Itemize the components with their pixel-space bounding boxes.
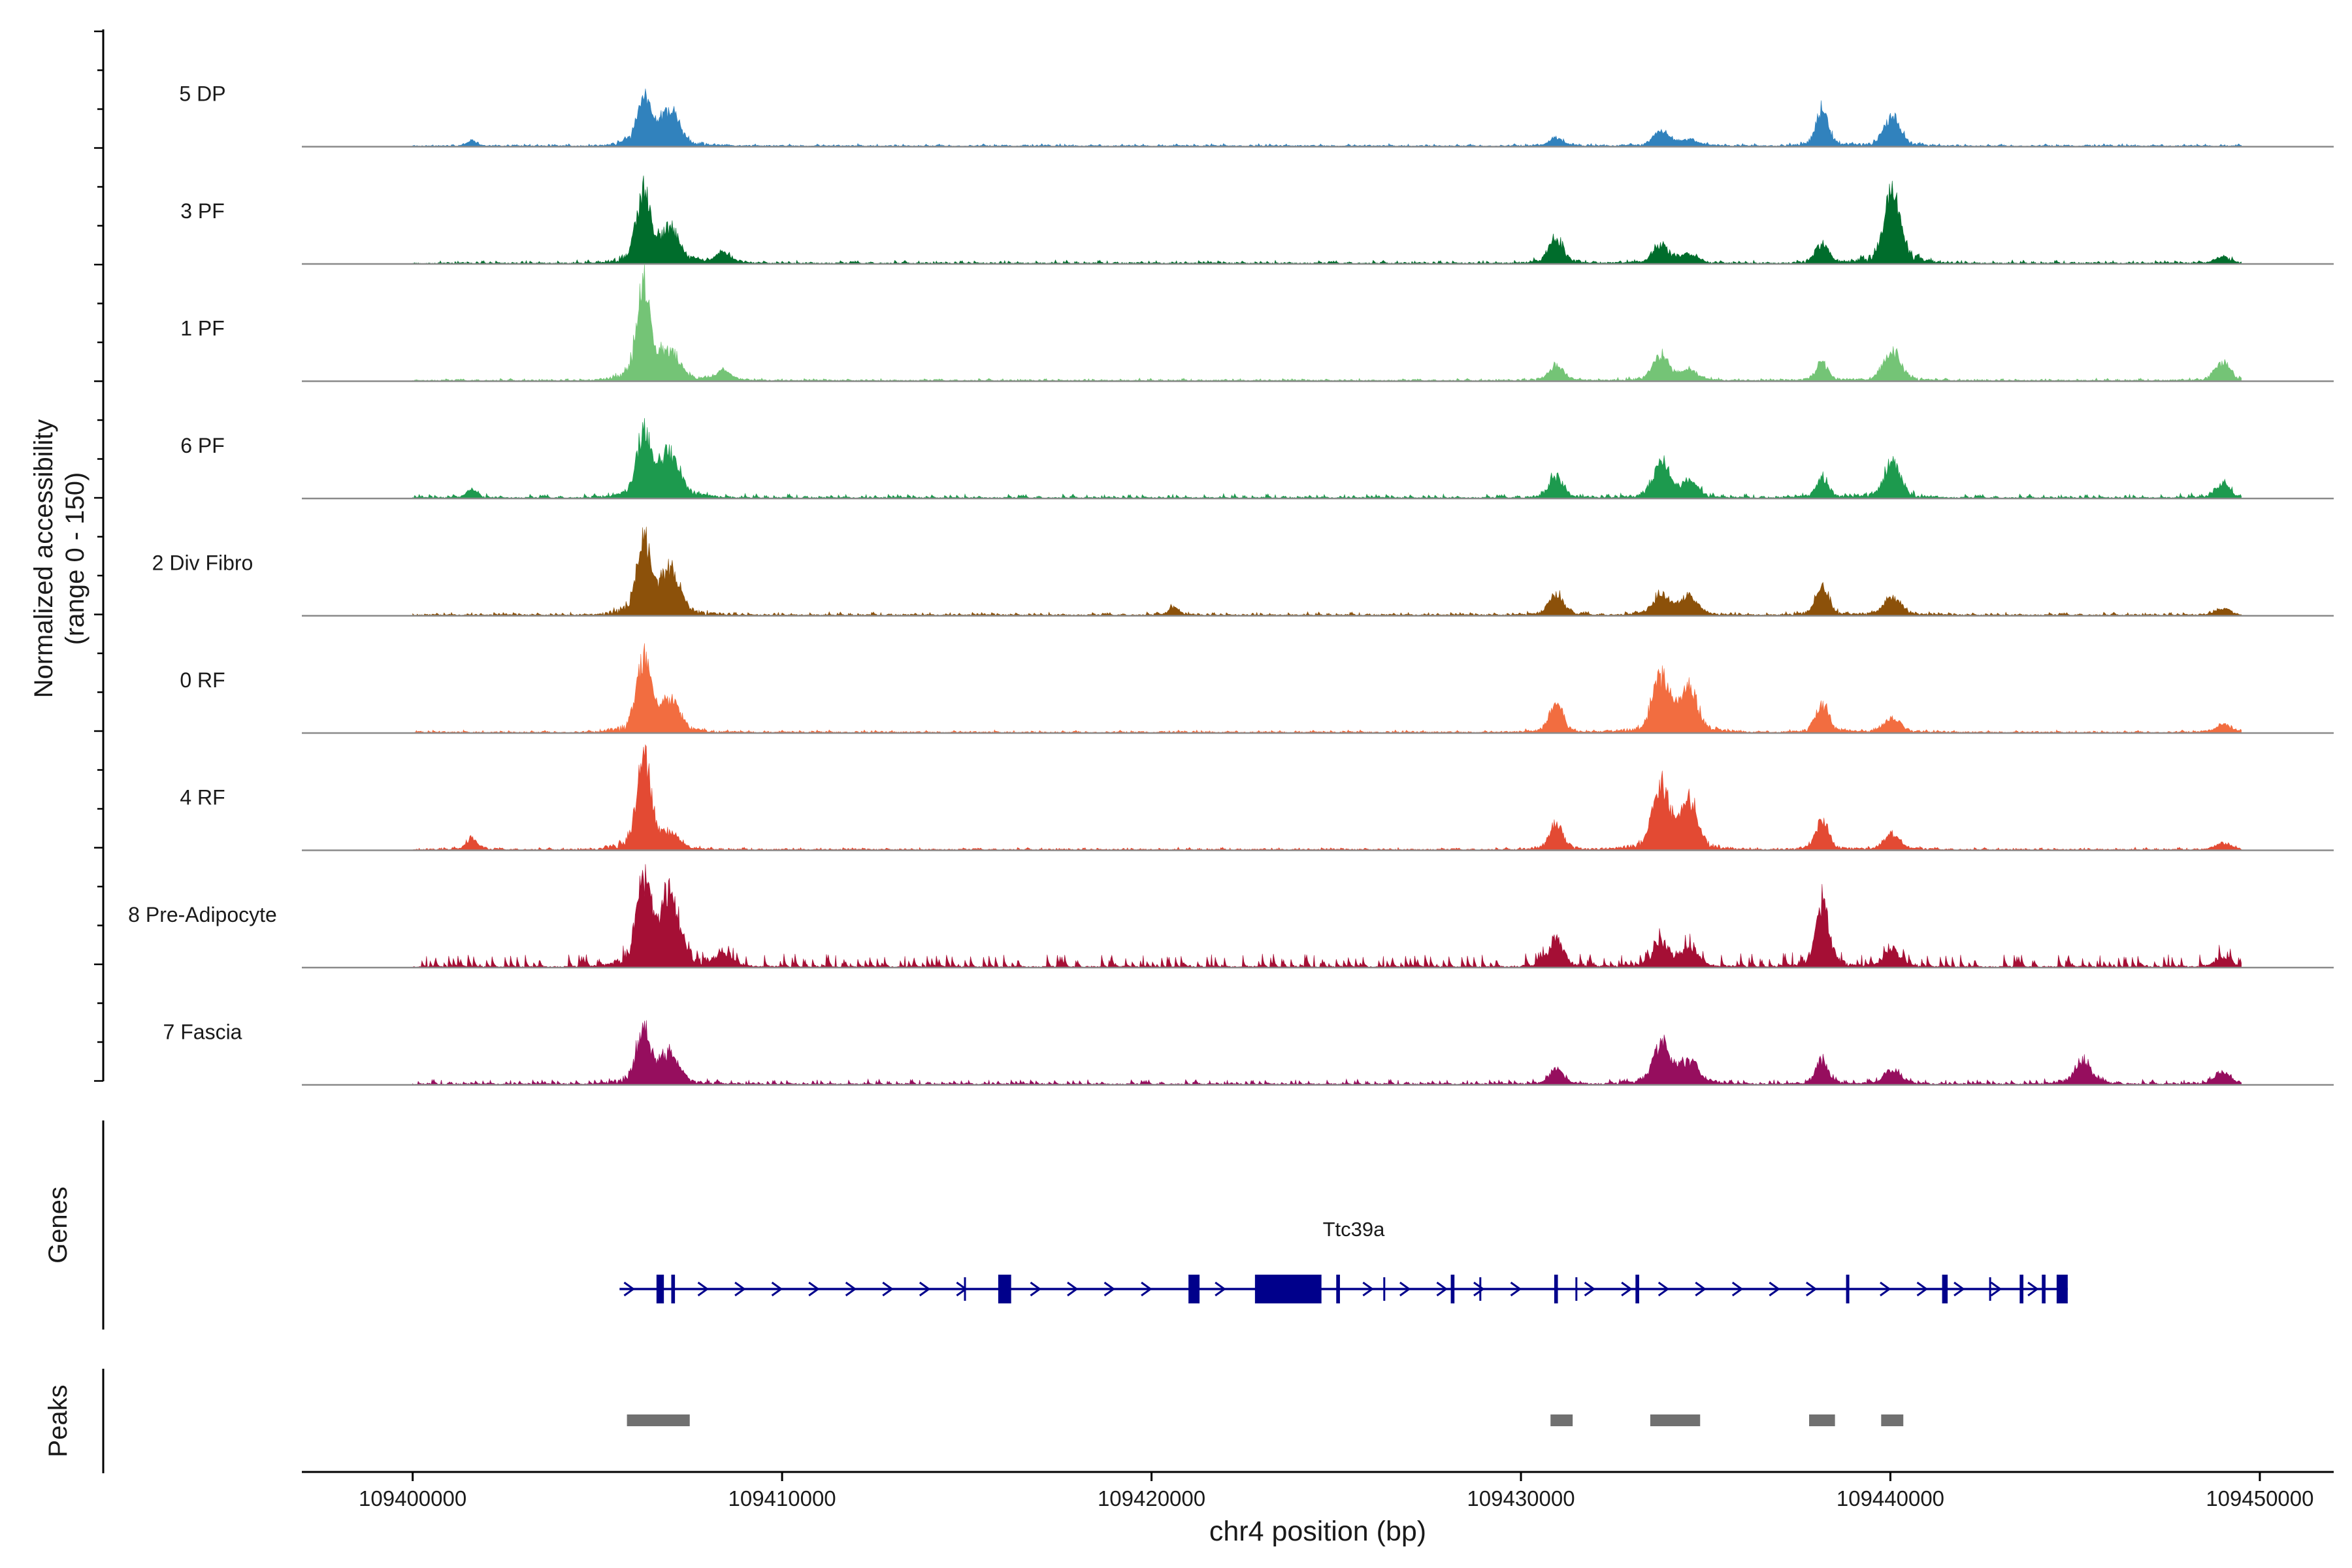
strand-arrow	[1806, 1281, 1818, 1297]
x-tick-label: 109440000	[1837, 1486, 1944, 1511]
peak-region	[1550, 1414, 1573, 1426]
tracks-y-ticks	[94, 30, 103, 1082]
coverage-area	[412, 1020, 2242, 1086]
coverage-area	[412, 643, 2242, 734]
strand-arrow	[1510, 1281, 1522, 1297]
track-label: 1 PF	[180, 317, 225, 340]
strand-arrow	[1215, 1281, 1226, 1297]
strand-arrow	[1103, 1281, 1116, 1297]
x-tick-label: 109430000	[1467, 1486, 1575, 1511]
x-axis-label: chr4 position (bp)	[1209, 1516, 1426, 1547]
tracks-y-axis	[94, 29, 105, 1082]
exon	[1635, 1275, 1639, 1303]
strand-arrow	[1621, 1281, 1633, 1297]
genes-panel-label: Genes	[44, 1186, 73, 1264]
peak-regions	[627, 1414, 1904, 1426]
peaks-panel-label: Peaks	[44, 1384, 73, 1457]
tracks-ylabel-line1: Normalized accessibility	[29, 419, 58, 698]
strand-arrow	[1436, 1281, 1448, 1297]
coverage-area	[412, 88, 2242, 147]
exon	[656, 1275, 664, 1303]
track-label: 8 Pre-Adipocyte	[128, 903, 277, 926]
strand-arrow	[1769, 1281, 1780, 1297]
strand-arrow	[1584, 1281, 1596, 1297]
coverage-area	[412, 527, 2242, 616]
track-6-pf: 6 PF	[180, 417, 2334, 500]
track-8-pre-adipocyte: 8 Pre-Adipocyte	[128, 864, 2334, 969]
coverage-area	[412, 744, 2242, 851]
strand-arrow	[1658, 1281, 1670, 1297]
coverage-area	[412, 864, 2242, 968]
track-5-dp: 5 DP	[179, 82, 2334, 148]
strand-arrow	[882, 1281, 894, 1297]
peak-region	[1650, 1414, 1701, 1426]
x-axis: 109400000 109410000 109420000 109430000 1094…	[302, 1471, 2334, 1511]
track-1-pf: 1 PF	[180, 264, 2334, 382]
coverage-area	[412, 264, 2242, 382]
strand-arrow	[1141, 1281, 1152, 1297]
track-0-rf: 0 RF	[180, 643, 2334, 734]
track-label: 4 RF	[180, 786, 225, 809]
exon	[1188, 1275, 1200, 1303]
coverage-area	[412, 175, 2242, 265]
gene-name-label: Ttc39a	[1323, 1218, 1386, 1241]
exon	[671, 1275, 676, 1303]
exon	[1336, 1275, 1340, 1303]
x-tick-label: 109420000	[1098, 1486, 1205, 1511]
exon	[2019, 1275, 2024, 1303]
track-7-fascia: 7 Fascia	[163, 1020, 2334, 1086]
strand-arrow	[1362, 1281, 1374, 1297]
coverage-area	[412, 417, 2242, 499]
track-label: 2 Div Fibro	[152, 551, 253, 575]
track-4-rf: 4 RF	[180, 744, 2334, 851]
track-label: 0 RF	[180, 668, 225, 692]
strand-arrow	[2027, 1281, 2039, 1297]
tracks-ylabel-line2: (range 0 - 150)	[61, 472, 90, 645]
strand-arrow	[1399, 1281, 1411, 1297]
track-label: 3 PF	[180, 199, 225, 223]
track-2-div-fibro: 2 Div Fibro	[152, 527, 2334, 617]
exon	[2056, 1275, 2068, 1303]
exon	[1846, 1275, 1850, 1303]
gene-model-ttc39a	[619, 1275, 2068, 1303]
exon	[1942, 1275, 1948, 1303]
strand-arrow	[697, 1281, 710, 1297]
strand-arrow	[1695, 1281, 1707, 1297]
x-tick-label: 109400000	[359, 1486, 466, 1511]
strand-arrow	[1990, 1281, 2002, 1297]
strand-arrow	[771, 1281, 783, 1297]
track-label: 5 DP	[179, 82, 225, 106]
strand-arrow	[1067, 1281, 1079, 1297]
exon	[2042, 1275, 2046, 1303]
exon	[1254, 1275, 1322, 1303]
strand-arrow	[1731, 1281, 1744, 1297]
strand-arrow	[1916, 1281, 1929, 1297]
exon	[1450, 1275, 1455, 1303]
x-tick-label: 109410000	[728, 1486, 836, 1511]
track-3-pf: 3 PF	[180, 175, 2334, 265]
strand-arrow	[808, 1281, 820, 1297]
exon	[998, 1275, 1011, 1303]
peak-region	[1881, 1414, 1904, 1426]
peak-region	[627, 1414, 690, 1426]
strand-arrow	[845, 1281, 857, 1297]
track-label: 7 Fascia	[163, 1021, 242, 1044]
strand-arrow	[919, 1281, 931, 1297]
strand-arrow	[1473, 1281, 1485, 1297]
x-axis-ticks: 109400000 109410000 109420000 109430000 1094…	[359, 1472, 2314, 1511]
exon	[1554, 1275, 1558, 1303]
x-tick-label: 109450000	[2206, 1486, 2313, 1511]
strand-arrow	[1953, 1281, 1965, 1297]
strand-arrow	[734, 1281, 746, 1297]
coverage-tracks: 5 DP 3 PF 1 PF 6 PF 2 Div Fibro 0 RF 4 RF 8 Pre…	[128, 82, 2334, 1086]
peak-region	[1809, 1414, 1835, 1426]
strand-arrow	[1880, 1281, 1891, 1297]
track-label: 6 PF	[180, 434, 225, 457]
strand-arrow	[623, 1281, 636, 1297]
strand-arrow	[1030, 1281, 1042, 1297]
